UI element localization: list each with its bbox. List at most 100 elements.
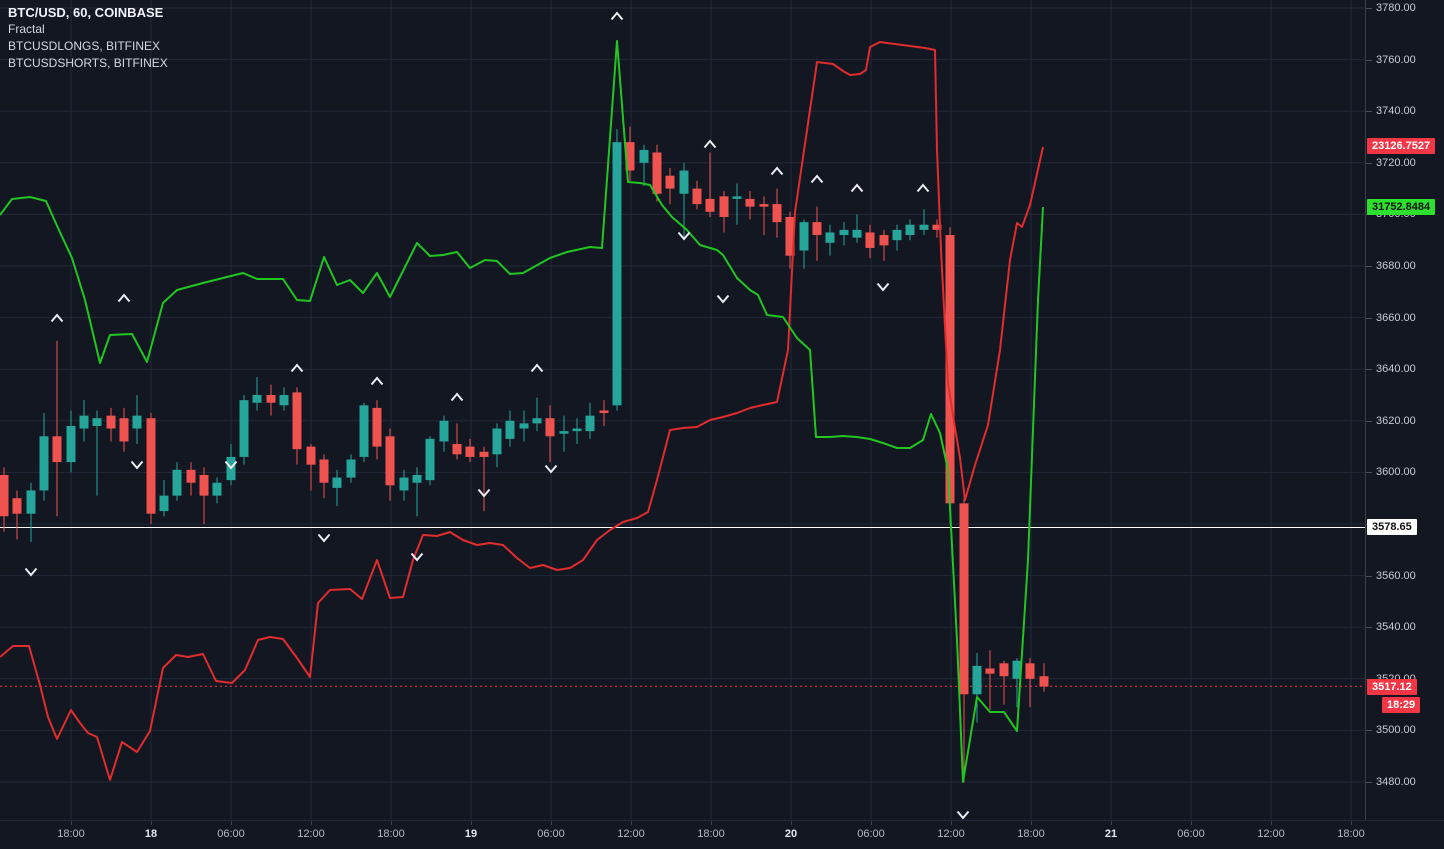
candle-down	[745, 198, 755, 207]
candle-up	[972, 665, 982, 695]
candle-up	[79, 415, 89, 429]
chart-pane[interactable]: BTC/USD, 60, COINBASE Fractal BTCUSDLONG…	[0, 0, 1365, 820]
time-tick-label: 18:00	[1017, 828, 1045, 840]
candle-down	[652, 152, 662, 194]
candle-down	[186, 469, 196, 483]
candle-up	[66, 425, 76, 463]
fractal-up-marker	[610, 11, 624, 21]
price-tick-mark	[1366, 266, 1372, 267]
price-tick-mark	[1366, 782, 1372, 783]
time-tick-mark	[711, 821, 712, 825]
candle-down	[545, 418, 555, 437]
legend-indicator-longs[interactable]: BTCUSDLONGS, BITFINEX	[8, 39, 161, 53]
fractal-up-marker	[850, 183, 864, 193]
candle-down	[772, 204, 782, 223]
candle-down	[146, 418, 156, 514]
candle-down	[385, 436, 395, 486]
candle-down	[1025, 663, 1035, 679]
legend-symbol[interactable]: BTC/USD, 60, COINBASE	[8, 5, 164, 20]
candle-up	[492, 428, 502, 455]
candle-up	[905, 224, 915, 236]
fractal-up-marker	[810, 174, 824, 184]
time-axis[interactable]: 18:00 18 06:00 12:00 18:00 19 06:00 12:00 18:00 2…	[0, 820, 1444, 849]
fractal-up-marker	[290, 363, 304, 373]
time-tick-label: 19	[464, 828, 478, 840]
time-tick-label: 06:00	[537, 828, 565, 840]
price-tick-label: 3620.00	[1376, 414, 1416, 427]
candle-down	[705, 198, 715, 212]
time-tick-mark	[391, 821, 392, 825]
candle-up	[252, 395, 262, 403]
candle-up	[799, 222, 809, 251]
fractal-down-marker	[876, 282, 890, 292]
legend-indicator-shorts[interactable]: BTCUSDSHORTS, BITFINEX	[8, 56, 168, 70]
price-badge-countdown: 18:29	[1382, 697, 1421, 713]
candle-down	[1039, 676, 1049, 687]
price-badge-shorts: 23126.7527	[1367, 138, 1436, 154]
candle-up	[172, 469, 182, 496]
time-tick-mark	[231, 821, 232, 825]
time-tick-label: 18:00	[57, 828, 85, 840]
candle-up	[239, 400, 249, 457]
price-tick-mark	[1366, 575, 1372, 577]
candle-down	[719, 196, 729, 217]
candle-up	[519, 423, 529, 429]
time-tick-mark	[71, 821, 72, 825]
time-tick-label: 18:00	[377, 828, 405, 840]
time-tick-label: 18	[144, 828, 158, 840]
time-tick-label: 12:00	[1257, 828, 1285, 840]
legend-indicator-fractal[interactable]: Fractal	[8, 22, 45, 36]
time-tick-mark	[471, 821, 472, 825]
price-tick-mark	[1366, 420, 1372, 422]
price-axis[interactable]: 3780.003760.003740.003720.003700.003680.…	[1365, 0, 1444, 820]
price-tick-label: 3660.00	[1376, 311, 1416, 324]
candle-down	[465, 446, 475, 457]
candle-up	[92, 418, 102, 426]
candle-up	[412, 474, 422, 483]
candle-down	[12, 498, 22, 514]
candle-up	[585, 415, 595, 432]
candle-up	[346, 459, 356, 478]
price-tick-label: 3780.00	[1376, 2, 1416, 14]
candle-down	[292, 392, 302, 450]
time-tick-mark	[631, 821, 632, 825]
time-tick-mark	[1031, 821, 1032, 825]
price-tick-label: 3640.00	[1376, 363, 1416, 376]
time-tick-mark	[151, 821, 152, 825]
fractal-up-marker	[370, 376, 384, 386]
price-badge-longs: 31752.8484	[1367, 199, 1436, 215]
candle-up	[399, 477, 409, 491]
candle-down	[932, 224, 942, 230]
candle-up	[825, 232, 835, 243]
price-tick-label: 3560.00	[1376, 569, 1416, 582]
price-chart-canvas[interactable]	[0, 0, 1365, 820]
candle-up	[425, 438, 435, 481]
time-tick-mark	[1191, 821, 1192, 825]
shorts-indicator-line	[0, 41, 1044, 781]
fractal-down-marker	[477, 488, 491, 498]
time-tick-label: 21	[1104, 828, 1118, 840]
candle-up	[639, 149, 649, 163]
candle-up	[132, 415, 142, 429]
candle-up	[679, 170, 689, 194]
candle-up	[439, 420, 449, 442]
price-tick-mark	[1366, 472, 1372, 474]
candle-up	[559, 431, 569, 434]
time-tick-label: 12:00	[937, 828, 965, 840]
time-tick-mark	[791, 821, 792, 825]
fractal-down-marker	[130, 460, 144, 470]
candle-down	[812, 222, 822, 236]
candle-down	[945, 235, 955, 504]
candle-down	[452, 444, 462, 455]
time-tick-mark	[1111, 821, 1112, 825]
fractal-up-marker	[530, 363, 544, 373]
time-tick-label: 18:00	[1337, 828, 1365, 840]
time-tick-label: 18:00	[697, 828, 725, 840]
candle-up	[839, 229, 849, 236]
candle-up	[852, 229, 862, 238]
time-tick-mark	[951, 821, 952, 825]
candle-down	[785, 216, 795, 256]
candle-down	[479, 451, 489, 457]
candle-down	[106, 415, 116, 429]
